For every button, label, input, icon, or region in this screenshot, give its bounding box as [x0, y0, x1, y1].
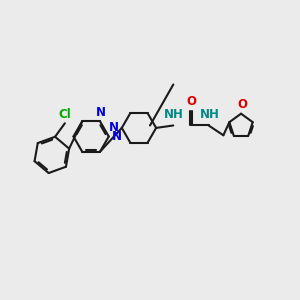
- Text: O: O: [186, 95, 196, 108]
- Text: NH: NH: [200, 108, 219, 121]
- Text: N: N: [96, 106, 106, 119]
- Text: N: N: [112, 130, 122, 143]
- Text: N: N: [109, 122, 119, 134]
- Text: O: O: [237, 98, 247, 111]
- Text: Cl: Cl: [58, 108, 71, 121]
- Text: NH: NH: [164, 108, 184, 121]
